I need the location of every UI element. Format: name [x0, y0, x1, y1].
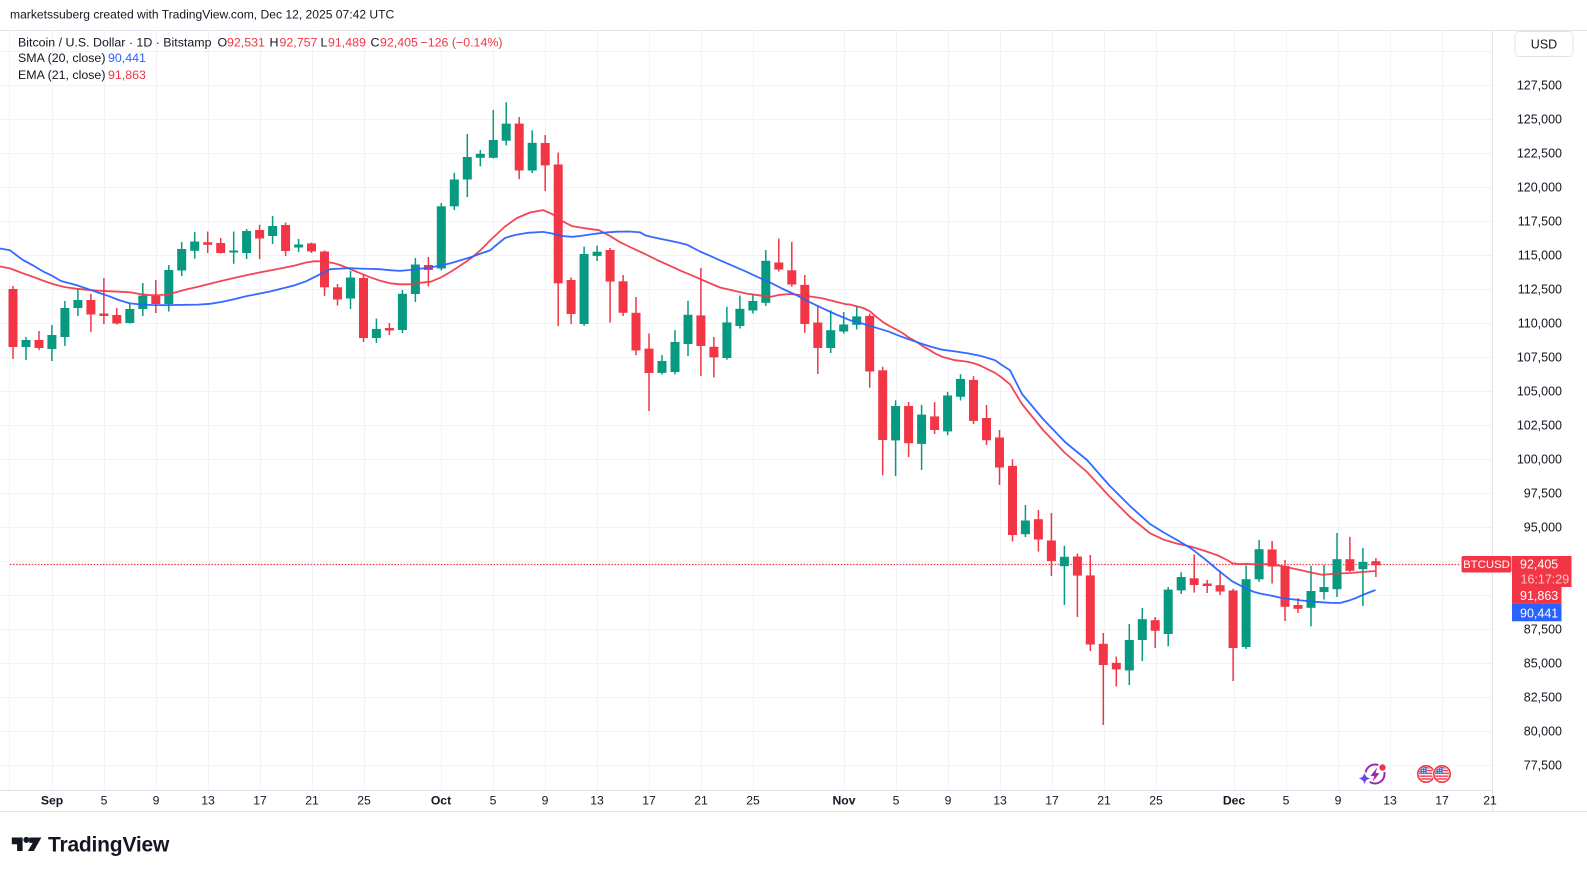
svg-text:USD: USD: [1531, 38, 1557, 52]
svg-text:21: 21: [305, 794, 319, 808]
svg-text:25: 25: [1149, 794, 1163, 808]
svg-text:5: 5: [1283, 794, 1290, 808]
svg-text:17: 17: [1045, 794, 1059, 808]
svg-text:13: 13: [1383, 794, 1397, 808]
svg-text:13: 13: [993, 794, 1007, 808]
svg-text:107,500: 107,500: [1517, 351, 1562, 365]
svg-text:BTCUSD: BTCUSD: [1463, 559, 1510, 571]
svg-text:9: 9: [1335, 794, 1342, 808]
svg-text:112,500: 112,500: [1518, 283, 1562, 297]
svg-text:Dec: Dec: [1223, 794, 1246, 808]
svg-text:17: 17: [1435, 794, 1449, 808]
svg-text:marketssuberg created with Tra: marketssuberg created with TradingView.c…: [10, 8, 395, 22]
svg-text:80,000: 80,000: [1524, 725, 1562, 739]
svg-text:92,405: 92,405: [1520, 558, 1558, 572]
svg-text:110,000: 110,000: [1518, 317, 1562, 331]
svg-text:17: 17: [253, 794, 267, 808]
svg-text:Nov: Nov: [832, 794, 855, 808]
svg-text:16:17:29: 16:17:29: [1521, 573, 1570, 587]
svg-text:125,000: 125,000: [1517, 113, 1562, 127]
svg-text:21: 21: [1483, 794, 1497, 808]
svg-text:102,500: 102,500: [1517, 419, 1562, 433]
svg-text:9: 9: [153, 794, 160, 808]
svg-text:95,000: 95,000: [1524, 521, 1562, 535]
svg-text:85,000: 85,000: [1524, 657, 1562, 671]
svg-text:5: 5: [490, 794, 497, 808]
svg-text:91,863: 91,863: [1520, 589, 1558, 603]
svg-text:SMA (20, close)90,441: SMA (20, close) 90,441: [18, 51, 146, 65]
svg-text:77,500: 77,500: [1524, 759, 1562, 773]
svg-text:120,000: 120,000: [1517, 181, 1562, 195]
svg-text:122,500: 122,500: [1517, 147, 1562, 161]
svg-text:17: 17: [642, 794, 656, 808]
svg-text:9: 9: [542, 794, 549, 808]
svg-text:Oct: Oct: [431, 794, 451, 808]
svg-text:25: 25: [357, 794, 371, 808]
svg-text:13: 13: [590, 794, 604, 808]
svg-text:90,441: 90,441: [1520, 607, 1558, 621]
svg-text:97,500: 97,500: [1524, 487, 1562, 501]
svg-text:Bitcoin / U.S. Dollar · 1D · B: Bitcoin / U.S. Dollar · 1D · Bitstamp O92…: [18, 36, 502, 50]
svg-text:21: 21: [694, 794, 708, 808]
svg-text:5: 5: [893, 794, 900, 808]
svg-text:13: 13: [201, 794, 215, 808]
svg-text:87,500: 87,500: [1524, 623, 1562, 637]
svg-text:100,000: 100,000: [1517, 453, 1562, 467]
svg-text:127,500: 127,500: [1517, 79, 1562, 93]
svg-text:25: 25: [746, 794, 760, 808]
svg-text:5: 5: [101, 794, 108, 808]
svg-text:82,500: 82,500: [1524, 691, 1562, 705]
svg-text:9: 9: [945, 794, 952, 808]
svg-text:21: 21: [1097, 794, 1111, 808]
svg-text:EMA (21, close)91,863: EMA (21, close) 91,863: [18, 68, 146, 82]
svg-text:TradingView: TradingView: [48, 834, 170, 857]
svg-text:Sep: Sep: [41, 794, 63, 808]
svg-text:117,500: 117,500: [1518, 215, 1562, 229]
svg-text:105,000: 105,000: [1517, 385, 1562, 399]
svg-text:115,000: 115,000: [1518, 249, 1562, 263]
